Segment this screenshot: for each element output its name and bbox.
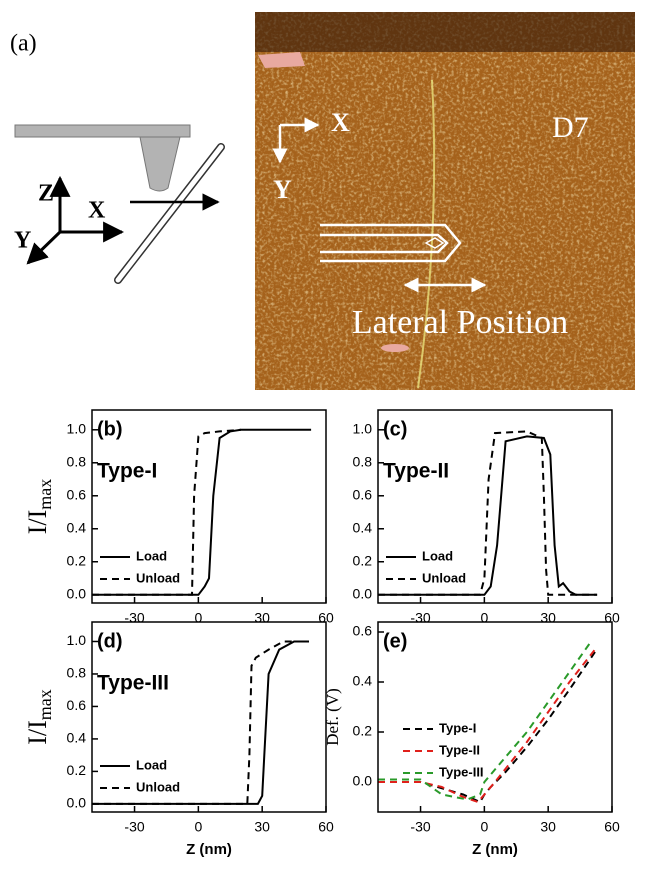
y-tick-label: 0.8 [353,453,373,469]
annotation: Type-III [97,672,169,695]
x-tick-label: 30 [540,610,556,626]
legend-label: Type-I [439,720,476,735]
x-tick-label: 60 [318,819,334,835]
x-tick-label: -30 [410,610,430,626]
legend-label: Type-II [439,742,480,757]
y-tick-label: 1.0 [67,632,87,648]
y-axis-label-text: Def. (V) [323,688,342,746]
legend-label: Load [136,548,167,563]
plot-frame [377,409,613,604]
panel-label: (c) [383,418,407,440]
legend-label: Load [422,548,453,563]
fiber [115,144,224,283]
data-line [378,430,598,596]
x-tick-label: 0 [480,819,488,835]
y-tick-label: 0.0 [353,585,373,601]
plot-frame [91,621,327,813]
y-tick-label: 0.0 [67,585,87,601]
y-tick-label: 1.0 [353,420,373,436]
axis-arrow [26,230,62,265]
image-axis-label: Y [273,175,292,204]
x-axis-label: Z (nm) [186,841,232,858]
data-line [378,648,596,804]
legend-label: Unload [136,779,180,794]
y-tick-label: 0.2 [67,762,87,778]
y-tick-label: 0.0 [67,795,87,811]
x-tick-label: 0 [194,610,202,626]
legend-label: Unload [422,570,466,585]
y-tick-label: 0.6 [353,623,373,639]
y-tick-label: 0.8 [67,665,87,681]
data-line [378,641,592,801]
probe-outline [320,223,462,263]
panel-label: (a) [10,31,37,57]
y-tick-label: 0.4 [67,519,87,535]
data-line [92,428,312,596]
tip [139,136,181,192]
x-axis-label: Z (nm) [472,841,518,858]
afm-image [255,12,635,390]
plot-frame [91,409,327,604]
x-tick-label: 30 [254,819,270,835]
annotation: Type-II [383,460,449,483]
x-tick-label: 0 [194,819,202,835]
y-tick-label: 0.2 [353,723,373,739]
y-axis-label-text: I/I [23,720,52,745]
y-axis-label-text: I/I [23,510,52,535]
axis-label: Y [14,228,31,254]
data-line [92,428,241,596]
y-axis-label-sub: max [35,689,55,720]
y-axis-label-sub: max [35,479,55,510]
y-tick-label: 0.4 [353,673,373,689]
y-axis-label: Def. (V) [323,688,342,746]
panel-label: (b) [97,418,123,440]
panel-label: (e) [383,630,407,652]
image-axis-label: X [331,108,350,137]
legend-label: Unload [136,570,180,585]
annotation: Lateral Position [352,304,568,341]
x-tick-label: 60 [604,819,620,835]
y-tick-label: 0.6 [67,697,87,713]
annotation: Type-I [97,460,157,483]
x-tick-label: -30 [124,819,144,835]
y-tick-label: 1.0 [67,420,87,436]
x-tick-label: 0 [480,610,488,626]
axis-label: X [88,198,106,224]
panel-label: (d) [97,630,123,652]
sample-label: D7 [552,111,589,144]
y-tick-label: 0.8 [67,453,87,469]
x-tick-label: -30 [410,819,430,835]
legend-label: Load [136,757,167,772]
cantilever [14,124,191,138]
data-line [92,640,309,805]
plot-frame [377,621,613,813]
probe-outline [424,237,445,249]
y-tick-label: 0.4 [67,730,87,746]
legend-label: Type-III [439,764,484,779]
x-tick-label: -30 [124,610,144,626]
y-tick-label: 0.2 [353,552,373,568]
x-tick-label: 30 [254,610,270,626]
y-tick-label: 0.4 [353,519,373,535]
y-tick-label: 0.2 [67,552,87,568]
y-axis-label: I/Imax [23,479,55,535]
data-line [378,435,598,596]
y-tick-label: 0.6 [353,486,373,502]
y-tick-label: 0.0 [353,773,373,789]
axis-label: Z [38,181,54,207]
x-tick-label: 30 [540,819,556,835]
y-tick-label: 0.6 [67,486,87,502]
y-axis-label: I/Imax [23,689,55,745]
